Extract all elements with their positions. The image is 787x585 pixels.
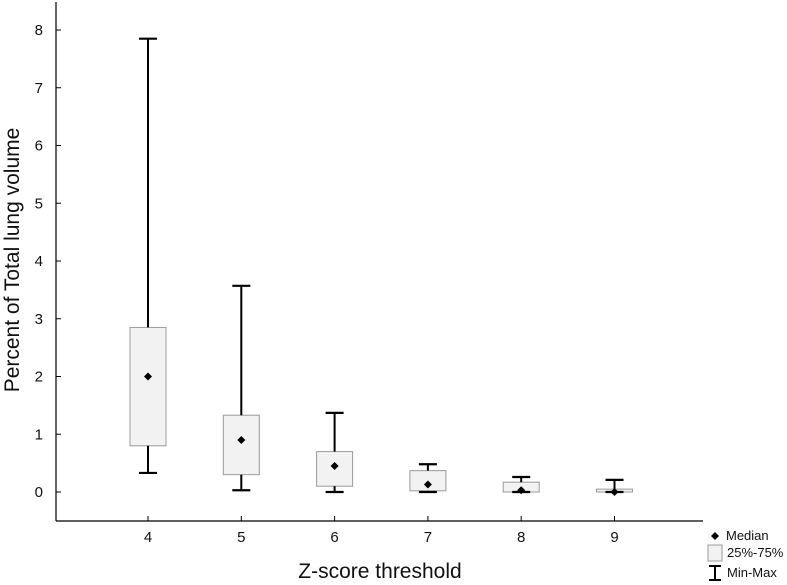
y-tick-label: 5	[35, 195, 43, 212]
x-tick-label: 6	[330, 529, 338, 546]
legend: Median 25%-75% Min-Max	[707, 528, 784, 581]
y-tick-label: 0	[35, 484, 43, 501]
median-marker	[610, 488, 619, 496]
iqr-box	[129, 326, 167, 447]
x-tick-label: 9	[610, 529, 618, 546]
y-tick-label: 4	[35, 253, 43, 270]
legend-label: Median	[726, 528, 769, 543]
legend-box-symbol	[707, 544, 723, 562]
x-tick-label: 8	[517, 529, 525, 546]
x-axis: 4 5 6 7 8 9	[144, 516, 619, 546]
median-marker	[517, 486, 526, 495]
legend-median-symbol	[711, 532, 719, 540]
y-tick-label: 3	[35, 311, 43, 328]
iqr-box	[222, 414, 260, 476]
x-tick-label: 7	[424, 529, 432, 546]
legend-label: 25%-75%	[727, 545, 784, 560]
x-tick-label: 4	[144, 529, 152, 546]
y-tick-label: 2	[35, 369, 43, 386]
box-9	[596, 478, 633, 496]
median-marker	[423, 480, 432, 489]
legend-label: Min-Max	[727, 565, 777, 580]
legend-item-box: 25%-75%	[707, 544, 784, 562]
box-6	[316, 411, 354, 494]
legend-item-whisker: Min-Max	[709, 565, 777, 581]
y-tick-label: 6	[35, 138, 43, 155]
iqr-box	[316, 451, 354, 487]
box-8	[502, 475, 540, 495]
y-tick-label: 7	[35, 80, 43, 97]
x-tick-label: 5	[237, 529, 245, 546]
y-tick-label: 1	[35, 426, 43, 443]
box-4	[129, 37, 167, 475]
x-axis-title: Z-score threshold	[298, 560, 461, 583]
boxes-group	[129, 37, 633, 496]
median-marker	[330, 462, 339, 471]
median-marker	[144, 372, 152, 381]
y-axis-title: Percent of Total lung volume	[1, 128, 24, 393]
y-axis: 0 1 2 3 4 5 6 7 8	[35, 22, 61, 501]
box-5	[222, 284, 260, 492]
box-7	[409, 463, 447, 494]
median-marker	[237, 436, 246, 445]
y-tick-label: 8	[35, 22, 43, 39]
legend-item-diamond: Median	[711, 528, 769, 543]
